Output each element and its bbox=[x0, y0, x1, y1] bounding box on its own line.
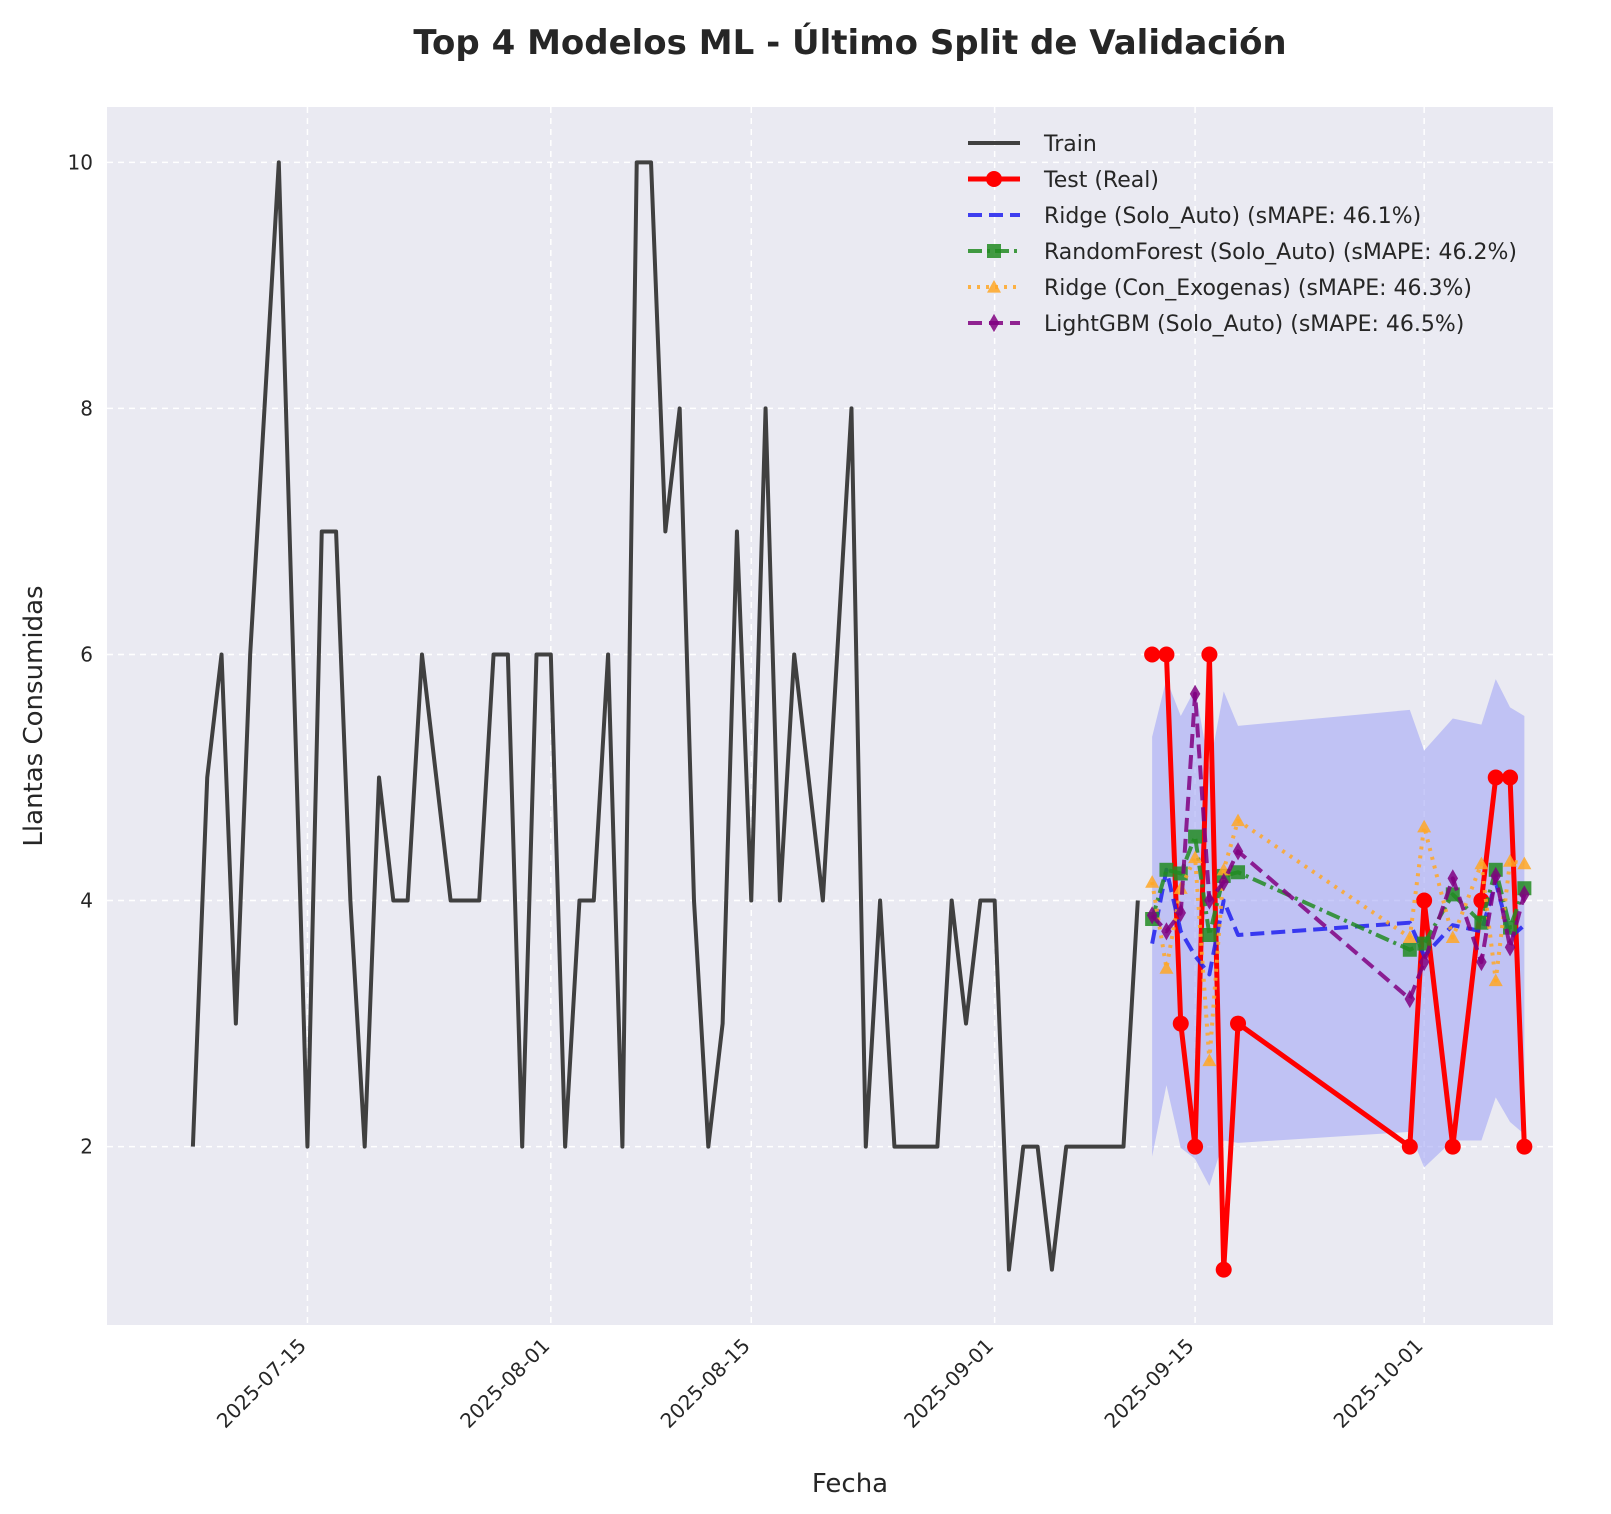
series-0 bbox=[190, 160, 1140, 1272]
legend-item: Train bbox=[968, 132, 1097, 157]
y-tick-label: 6 bbox=[80, 642, 93, 666]
data-point bbox=[1188, 850, 1203, 864]
data-point bbox=[1158, 646, 1175, 663]
data-point bbox=[1218, 872, 1229, 892]
data-point bbox=[1474, 915, 1489, 930]
data-point bbox=[1504, 938, 1516, 957]
data-point bbox=[1146, 906, 1158, 925]
data-point bbox=[1402, 930, 1417, 944]
series-layer bbox=[190, 160, 1533, 1278]
data-point bbox=[1159, 961, 1174, 974]
data-point bbox=[1404, 989, 1416, 1009]
data-point bbox=[1516, 1138, 1533, 1155]
confidence-band bbox=[1152, 679, 1525, 1186]
series-4 bbox=[1145, 813, 1532, 1067]
data-point bbox=[1230, 1015, 1247, 1032]
legend-marker bbox=[988, 313, 1000, 333]
data-point bbox=[1519, 885, 1530, 904]
data-point bbox=[1187, 1138, 1204, 1155]
data-point bbox=[1488, 973, 1503, 987]
series-line bbox=[190, 160, 1140, 1272]
data-point bbox=[1215, 1261, 1232, 1278]
legend-label: Test (Real) bbox=[1043, 168, 1159, 193]
legend-marker bbox=[987, 280, 1001, 293]
data-point bbox=[1201, 646, 1218, 663]
legend-label: LightGBM (Solo_Auto) (sMAPE: 46.5%) bbox=[1044, 312, 1464, 337]
series-line bbox=[1150, 867, 1526, 977]
data-point bbox=[1487, 769, 1504, 786]
legend-item: RandomForest (Solo_Auto) (sMAPE: 46.2%) bbox=[968, 240, 1517, 265]
data-point bbox=[1502, 769, 1519, 786]
legend-label: Ridge (Solo_Auto) (sMAPE: 46.1%) bbox=[1044, 204, 1421, 229]
data-point bbox=[1476, 952, 1487, 972]
series-1 bbox=[1144, 646, 1533, 1278]
x-axis-label: Fecha bbox=[812, 1469, 888, 1499]
data-point bbox=[1232, 842, 1244, 861]
y-tick-label: 10 bbox=[68, 150, 93, 174]
chart-title: Top 4 Modelos ML - Último Split de Valid… bbox=[413, 22, 1286, 63]
legend-item: Ridge (Con_Exogenas) (sMAPE: 46.3%) bbox=[968, 276, 1472, 301]
legend-marker bbox=[987, 244, 1001, 258]
data-point bbox=[1189, 684, 1201, 703]
data-point bbox=[1416, 892, 1433, 909]
data-point bbox=[1202, 1053, 1217, 1067]
data-point bbox=[1444, 1138, 1461, 1155]
data-point bbox=[1145, 875, 1160, 888]
data-point bbox=[1172, 1015, 1189, 1032]
legend-label: Train bbox=[1043, 132, 1097, 157]
data-point bbox=[1173, 866, 1188, 881]
data-point bbox=[1231, 865, 1246, 880]
data-point bbox=[1418, 952, 1430, 972]
legend-item: Ridge (Solo_Auto) (sMAPE: 46.1%) bbox=[968, 204, 1421, 229]
legend-item: Test (Real) bbox=[968, 168, 1159, 193]
data-point bbox=[1445, 930, 1460, 944]
series-2 bbox=[1150, 867, 1526, 977]
data-point bbox=[1490, 866, 1501, 886]
data-point bbox=[1474, 856, 1489, 870]
data-point bbox=[1447, 869, 1459, 888]
legend-marker bbox=[986, 171, 1002, 187]
data-point bbox=[1188, 829, 1203, 844]
legend: Train Test (Real) Ridge (Solo_Auto) (sMAPE… bbox=[968, 132, 1517, 337]
legend-item: LightGBM (Solo_Auto) (sMAPE: 46.5%) bbox=[968, 312, 1464, 337]
data-point bbox=[1402, 942, 1417, 957]
data-point bbox=[1202, 927, 1217, 942]
y-tick-labels: 2 4 6 8 10 bbox=[68, 150, 93, 1158]
data-point bbox=[1517, 856, 1532, 870]
data-point bbox=[1401, 1138, 1418, 1155]
series-5 bbox=[1146, 684, 1530, 1009]
data-point bbox=[1204, 891, 1215, 910]
data-point bbox=[1144, 646, 1161, 663]
legend-label: RandomForest (Solo_Auto) (sMAPE: 46.2%) bbox=[1044, 240, 1517, 265]
series-line bbox=[1150, 691, 1527, 1001]
confidence-band-layer bbox=[1152, 679, 1525, 1186]
data-point bbox=[1159, 862, 1174, 877]
data-point bbox=[1503, 854, 1518, 867]
y-axis-label: Llantas Consumidas bbox=[19, 585, 49, 846]
y-tick-label: 4 bbox=[80, 889, 93, 913]
data-point bbox=[1161, 922, 1172, 941]
data-point bbox=[1175, 903, 1187, 922]
y-tick-label: 8 bbox=[80, 396, 93, 420]
legend-label: Ridge (Con_Exogenas) (sMAPE: 46.3%) bbox=[1044, 276, 1472, 301]
series-line bbox=[1152, 651, 1527, 1273]
data-point bbox=[1231, 813, 1246, 827]
data-point bbox=[1417, 819, 1432, 833]
y-tick-label: 2 bbox=[80, 1135, 93, 1159]
